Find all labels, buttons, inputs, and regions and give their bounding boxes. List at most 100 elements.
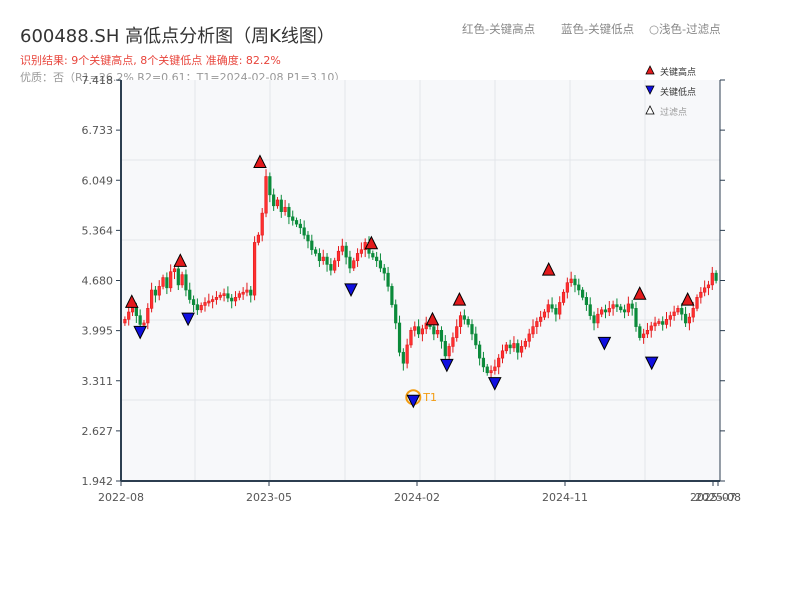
y-tick-label: 5.364 — [82, 224, 114, 237]
candle-body — [703, 287, 707, 293]
candle-body — [577, 284, 581, 291]
candle-body — [439, 329, 444, 342]
candle-body — [478, 344, 482, 359]
candle-body — [474, 333, 478, 346]
candle-body — [695, 297, 699, 309]
candle-body — [161, 277, 165, 287]
key-high-marker-icon — [124, 294, 139, 308]
candle-body — [359, 249, 363, 254]
candle-body — [344, 245, 348, 258]
candle-body — [642, 333, 646, 338]
legend-blue-low: 蓝色-关键低点 — [561, 22, 635, 36]
candle-body — [550, 304, 554, 309]
candle-body — [321, 256, 325, 262]
candle-body — [699, 291, 703, 298]
candle-body — [573, 278, 577, 286]
candle-body — [237, 293, 241, 298]
candle-body — [527, 333, 531, 342]
y-tick-label: 7.418 — [82, 74, 114, 87]
candle-body — [233, 297, 238, 302]
candle-body — [512, 343, 516, 349]
candle-body — [424, 322, 428, 330]
legend-filtered: ○浅色-过滤点 — [649, 22, 721, 36]
key-low-marker-icon — [406, 394, 421, 409]
candle-body — [569, 278, 573, 283]
candle-body — [565, 282, 569, 293]
candle-body — [165, 277, 169, 289]
candle-body — [207, 300, 211, 304]
key-high-marker-icon — [452, 292, 467, 306]
candle-body — [596, 313, 600, 324]
candle-body — [314, 249, 318, 254]
candle-body — [554, 308, 558, 315]
candle-body — [531, 326, 535, 335]
candle-body — [500, 350, 505, 359]
candle-body — [443, 340, 447, 357]
axes: 1.942 2.627 3.311 3.995 4.680 5.364 6.049 6.733… — [82, 74, 741, 504]
candle-body — [710, 272, 714, 286]
candle-body — [672, 311, 676, 316]
candle-body — [466, 319, 470, 325]
candle-body — [676, 308, 680, 313]
candle-body — [283, 206, 287, 212]
candle-body — [134, 306, 138, 316]
candle-body — [462, 315, 466, 320]
candle-body — [409, 329, 413, 346]
candle-body — [138, 315, 142, 325]
candle-body — [416, 326, 421, 335]
t1-label: T1 — [422, 391, 437, 404]
y-tick-label: 3.995 — [82, 325, 114, 338]
key-low-marker-icon — [440, 358, 454, 373]
candle-body — [294, 220, 299, 225]
key-low-marker-icon — [487, 377, 502, 391]
candle-body — [489, 370, 493, 374]
candle-body — [252, 242, 257, 296]
candle-body — [405, 344, 409, 364]
candle-body — [611, 304, 615, 309]
candle-body — [504, 344, 508, 352]
candle-body — [275, 199, 280, 207]
summary-text: 识别结果: 9个关键高点, 8个关键低点 准确度: 82.2% — [20, 54, 281, 67]
y-tick-label: 2.627 — [82, 425, 114, 438]
candle-body — [497, 357, 501, 368]
candle-body — [558, 302, 562, 315]
candle-body — [191, 299, 196, 305]
candle-body — [455, 326, 459, 338]
candle-body — [157, 286, 161, 296]
candle-body — [375, 256, 379, 262]
candle-body — [592, 315, 596, 324]
candle-body — [203, 302, 207, 306]
candle-body — [584, 297, 589, 305]
candle-body — [634, 308, 638, 327]
legend-low-icon — [645, 85, 655, 95]
candle-body — [302, 227, 306, 236]
candle-body — [306, 234, 310, 242]
candle-body — [272, 194, 276, 207]
page-title: 600488.SH 高低点分析图（周K线图） — [20, 26, 335, 47]
candle-body — [352, 260, 356, 269]
candle-body — [588, 304, 592, 316]
candle-body — [287, 206, 291, 218]
candle-body — [535, 321, 539, 327]
key-high-marker-icon — [425, 311, 440, 326]
candle-body — [172, 268, 177, 273]
key-high-marker-icon — [173, 253, 188, 267]
candle-body — [195, 304, 199, 311]
candle-body — [291, 216, 295, 221]
key-low-marker-icon — [644, 356, 659, 371]
candle-body — [264, 176, 268, 214]
x-tick-label: 2024-11 — [542, 491, 588, 504]
key-high-marker-icon — [364, 235, 379, 250]
candle-body — [493, 366, 497, 371]
candle-body — [516, 343, 520, 353]
candle-body — [470, 324, 474, 335]
candle-body — [336, 250, 341, 262]
legend-filtered-icon — [645, 105, 655, 115]
candle-body — [222, 293, 226, 296]
candle-body — [447, 346, 451, 357]
candle-body — [539, 316, 543, 322]
candle-body — [413, 326, 417, 331]
candle-body — [687, 316, 691, 324]
legend-low-label: 关键低点 — [660, 86, 696, 98]
